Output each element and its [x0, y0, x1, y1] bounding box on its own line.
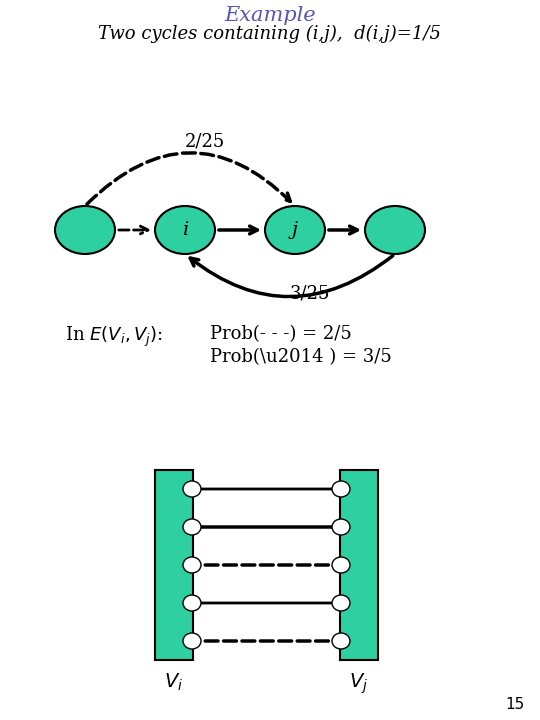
Text: j: j — [292, 221, 298, 239]
Text: 2/25: 2/25 — [185, 132, 225, 150]
Bar — [340, 470, 378, 660]
Text: $V_j$: $V_j$ — [349, 672, 369, 696]
Ellipse shape — [183, 557, 201, 573]
Text: i: i — [182, 221, 188, 239]
Text: 3/25: 3/25 — [290, 285, 330, 303]
Ellipse shape — [155, 206, 215, 254]
Ellipse shape — [332, 519, 350, 535]
Ellipse shape — [183, 519, 201, 535]
Text: $V_i$: $V_i$ — [165, 672, 184, 693]
Text: Example: Example — [224, 6, 316, 25]
Bar — [155, 470, 193, 660]
Ellipse shape — [365, 206, 425, 254]
Text: In $E(V_i,V_j)$:: In $E(V_i,V_j)$: — [65, 325, 163, 349]
Text: 15: 15 — [506, 697, 525, 712]
Ellipse shape — [332, 595, 350, 611]
Ellipse shape — [332, 481, 350, 497]
FancyArrowPatch shape — [190, 256, 393, 297]
Text: Two cycles containing (i,j),  d(i,j)=1/5: Two cycles containing (i,j), d(i,j)=1/5 — [98, 25, 442, 43]
Ellipse shape — [332, 557, 350, 573]
Ellipse shape — [265, 206, 325, 254]
Ellipse shape — [183, 595, 201, 611]
Ellipse shape — [332, 633, 350, 649]
Text: Prob(- - -) = 2/5: Prob(- - -) = 2/5 — [210, 325, 352, 343]
Text: Prob(\u2014 ) = 3/5: Prob(\u2014 ) = 3/5 — [210, 348, 392, 366]
Ellipse shape — [55, 206, 115, 254]
Ellipse shape — [183, 633, 201, 649]
Ellipse shape — [183, 481, 201, 497]
FancyArrowPatch shape — [87, 153, 291, 204]
